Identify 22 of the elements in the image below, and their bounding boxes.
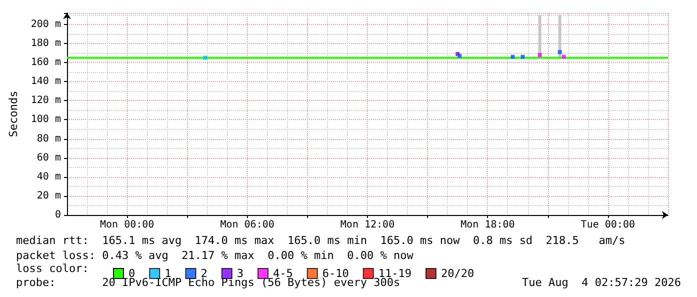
y-tick-label: 180 m bbox=[30, 38, 61, 49]
y-tick-label: 80 m bbox=[36, 133, 61, 144]
text: packet loss: 0.43 % avg 21.17 % max 0.00 % min 0.00 % now bbox=[16, 249, 414, 262]
y-tick-label: 0 bbox=[54, 210, 61, 220]
x-tick-label: Mon 12:00 bbox=[340, 220, 395, 230]
x-tick-label: Tue 00:00 bbox=[580, 220, 635, 230]
legend-title: loss color: bbox=[16, 262, 89, 275]
x-tick-label: Mon 06:00 bbox=[220, 220, 274, 230]
legend-label: 20/20 bbox=[440, 267, 474, 280]
text: Tue Aug 4 02:57:29 2026 bbox=[522, 276, 682, 289]
y-tick-label: 60 m bbox=[36, 152, 61, 164]
y-tick-label: 120 m bbox=[30, 95, 61, 106]
y-tick-label: 140 m bbox=[30, 76, 61, 88]
y-tick-label: 200 m bbox=[30, 18, 61, 30]
x-tick-label: Mon 18:00 bbox=[460, 220, 515, 230]
y-tick-label: 160 m bbox=[30, 57, 61, 68]
y-tick-label: 100 m bbox=[30, 114, 61, 126]
x-tick-label: Mon 00:00 bbox=[100, 220, 154, 230]
text: median rtt: 165.1 ms avg 174.0 ms max 165.0 ms min 165.0 ms now 0.8 ms sd 218.5 am/s bbox=[16, 234, 626, 247]
y-tick-label: 40 m bbox=[36, 171, 61, 182]
y-tick-label: 20 m bbox=[36, 190, 61, 202]
y-axis-title: Seconds bbox=[7, 90, 20, 138]
